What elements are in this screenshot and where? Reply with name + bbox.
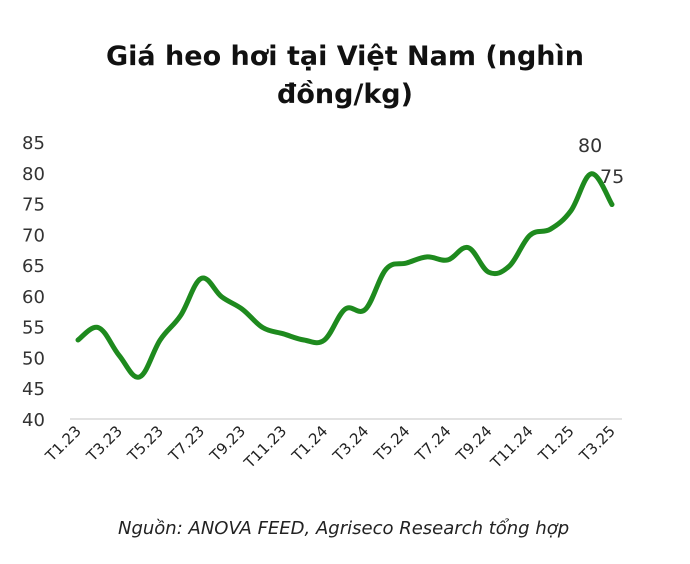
x-tick-label: T5.23 (123, 422, 167, 466)
x-axis: T1.23T3.23T5.23T7.23T9.23T11.23T1.24T3.2… (41, 422, 619, 472)
x-tick-label: T1.24 (288, 422, 332, 466)
y-tick-label: 50 (22, 348, 45, 369)
x-tick-label: T11.23 (240, 422, 290, 472)
y-tick-label: 40 (22, 410, 45, 431)
x-tick-label: T3.24 (329, 422, 373, 466)
y-tick-label: 45 (22, 379, 45, 400)
price-line (75, 171, 615, 380)
x-tick-label: T3.23 (82, 422, 126, 466)
y-tick-label: 80 (22, 164, 45, 185)
x-tick-label: T5.24 (370, 422, 414, 466)
data-label: 80 (578, 135, 602, 157)
y-tick-label: 70 (22, 225, 45, 246)
chart-title: Giá heo hơi tại Việt Nam (nghìn đồng/kg) (106, 41, 584, 110)
data-label: 75 (600, 166, 624, 188)
x-tick-label: T3.25 (575, 422, 619, 466)
x-tick-label: T1.23 (41, 422, 85, 466)
y-tick-label: 75 (22, 195, 45, 216)
y-tick-label: 65 (22, 256, 45, 277)
x-tick-label: T1.25 (534, 422, 578, 466)
y-tick-label: 60 (22, 287, 45, 308)
source-note: Nguồn: ANOVA FEED, Agriseco Research tổn… (118, 518, 570, 539)
x-tick-label: T11.24 (486, 422, 536, 472)
x-tick-label: T7.23 (165, 422, 209, 466)
x-tick-label: T7.24 (411, 422, 455, 466)
y-tick-label: 85 (22, 133, 45, 154)
y-axis: 40 45 50 55 60 65 70 75 80 85 (22, 133, 45, 431)
y-tick-label: 55 (22, 318, 45, 339)
